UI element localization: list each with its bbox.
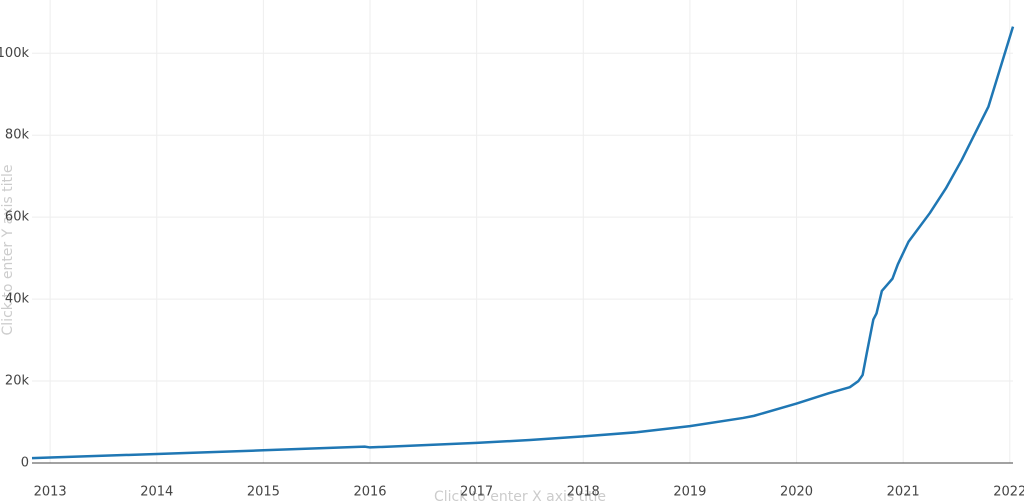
x-tick-label: 2020 <box>780 485 813 500</box>
x-tick-label: 2019 <box>673 485 706 500</box>
y-tick-label: 80k <box>5 128 30 143</box>
y-axis-title[interactable]: Click to enter Y axis title <box>0 165 16 336</box>
y-tick-label: 100k <box>0 46 29 61</box>
y-tick-label: 20k <box>5 374 30 389</box>
line-series <box>31 26 1015 460</box>
x-axis-title[interactable]: Click to enter X axis title <box>434 489 606 502</box>
y-tick-label: 40k <box>5 292 30 307</box>
x-tick-label: 2021 <box>887 485 920 500</box>
x-tick-label: 2015 <box>247 485 280 500</box>
y-tick-label: 0 <box>21 456 29 471</box>
y-tick-label: 60k <box>5 210 30 225</box>
x-tick-label: 2022 <box>993 485 1024 500</box>
x-tick-label: 2013 <box>34 485 67 500</box>
x-tick-label: 2017 <box>460 485 493 500</box>
x-tick-label: 2018 <box>567 485 600 500</box>
x-tick-label: 2014 <box>140 485 173 500</box>
x-tick-label: 2016 <box>353 485 386 500</box>
